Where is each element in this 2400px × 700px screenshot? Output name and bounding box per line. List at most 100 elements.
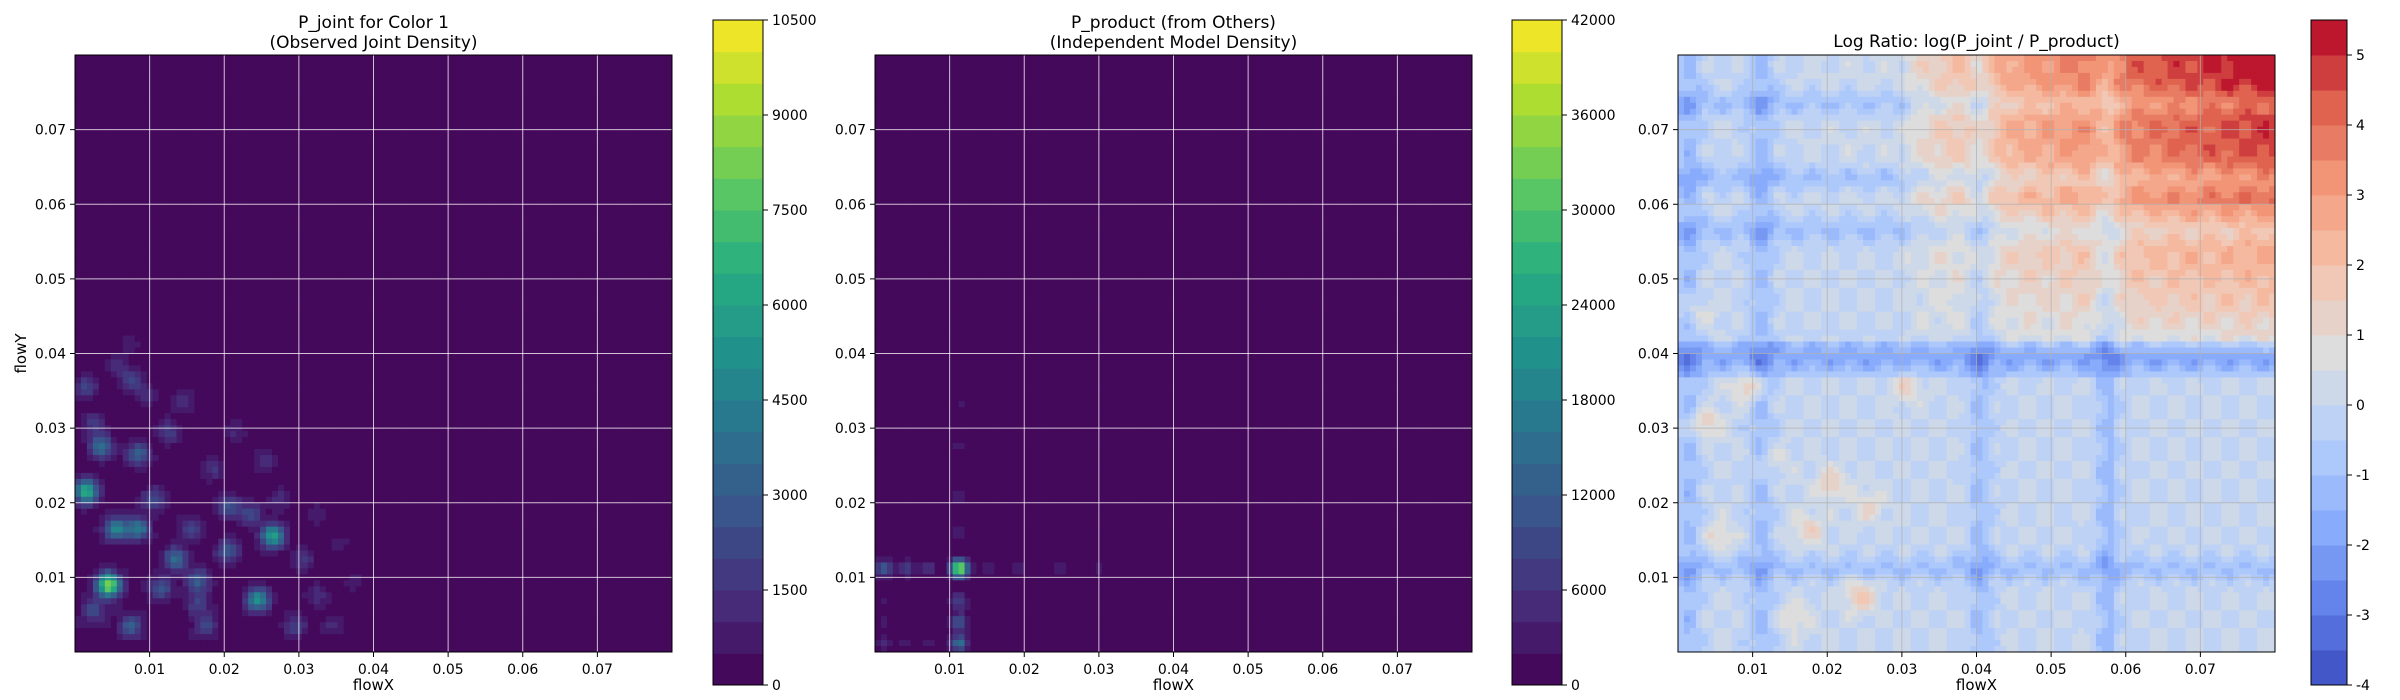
heatmap-cell — [319, 84, 327, 92]
heatmap-cell — [558, 78, 566, 86]
heatmap-cell — [194, 269, 201, 277]
heatmap-cell — [116, 168, 124, 175]
heatmap-cell — [486, 293, 494, 301]
heatmap-cell — [337, 168, 345, 175]
heatmap-cell — [170, 287, 178, 295]
heatmap-cell — [313, 335, 321, 343]
heatmap-cell — [116, 287, 124, 295]
heatmap-cell — [540, 96, 548, 104]
heatmap-cell — [176, 102, 184, 110]
heatmap-cell — [648, 299, 655, 307]
heatmap-cell — [116, 78, 124, 86]
heatmap-cell — [618, 317, 625, 325]
heatmap-cell — [75, 234, 82, 241]
heatmap-cell — [331, 252, 339, 259]
heatmap-cell — [289, 246, 297, 253]
heatmap-cell — [182, 138, 190, 146]
heatmap-cell — [343, 144, 351, 152]
heatmap-cell — [98, 269, 106, 277]
heatmap-cell — [355, 234, 363, 241]
heatmap-cell — [254, 150, 261, 158]
heatmap-cell — [612, 246, 619, 253]
heatmap-cell — [98, 102, 106, 110]
heatmap-cell — [230, 323, 237, 331]
heatmap-cell — [558, 287, 566, 295]
heatmap-cell — [200, 329, 207, 337]
heatmap-cell — [104, 287, 112, 295]
heatmap-cell — [272, 269, 279, 277]
heatmap-cell — [534, 156, 542, 164]
heatmap-cell — [606, 257, 613, 265]
heatmap-cell — [451, 341, 458, 349]
heatmap-cell — [516, 341, 524, 349]
heatmap-cell — [128, 78, 136, 86]
heatmap-cell — [463, 335, 470, 343]
heatmap-cell — [313, 347, 321, 355]
heatmap-cell — [534, 144, 542, 152]
heatmap-cell — [224, 120, 231, 128]
heatmap-cell — [260, 281, 267, 289]
heatmap-cell — [582, 347, 590, 355]
heatmap-cell — [224, 150, 231, 158]
heatmap-cell — [480, 204, 488, 211]
heatmap-cell — [283, 257, 291, 265]
heatmap-cell — [110, 281, 118, 289]
heatmap-cell — [486, 305, 494, 313]
heatmap-cell — [648, 156, 655, 164]
heatmap-cell — [307, 347, 315, 355]
heatmap-cell — [260, 263, 267, 271]
heatmap-cell — [498, 120, 506, 128]
heatmap-cell — [248, 222, 255, 229]
heatmap-cell — [313, 341, 321, 349]
heatmap-cell — [194, 263, 201, 271]
heatmap-cell — [451, 335, 458, 343]
heatmap-cell — [331, 299, 339, 307]
heatmap-cell — [212, 299, 219, 307]
heatmap-cell — [630, 150, 637, 158]
heatmap-cell — [343, 335, 351, 343]
heatmap-cell — [379, 60, 387, 68]
heatmap-cell — [618, 299, 625, 307]
heatmap-cell — [373, 55, 381, 62]
heatmap-cell — [182, 311, 190, 319]
heatmap-cell — [218, 228, 225, 235]
heatmap-cell — [385, 150, 393, 158]
heatmap-cell — [242, 329, 249, 337]
heatmap-cell — [516, 311, 524, 319]
heatmap-cell — [385, 246, 393, 253]
heatmap-cell — [510, 323, 518, 331]
heatmap-cell — [367, 60, 375, 68]
heatmap-cell — [343, 102, 351, 110]
heatmap-cell — [516, 138, 524, 146]
heatmap-cell — [391, 269, 398, 277]
heatmap-cell — [564, 114, 572, 122]
heatmap-cell — [218, 341, 225, 349]
heatmap-cell — [313, 96, 321, 104]
heatmap-cell — [612, 120, 619, 128]
heatmap-cell — [582, 90, 590, 98]
heatmap-cell — [349, 55, 357, 62]
heatmap-cell — [289, 114, 297, 122]
heatmap-cell — [266, 114, 273, 122]
heatmap-cell — [248, 257, 255, 265]
heatmap-cell — [128, 335, 136, 343]
heatmap-cell — [486, 240, 494, 247]
heatmap-cell — [570, 293, 578, 301]
heatmap-cell — [522, 347, 530, 355]
heatmap-cell — [224, 55, 231, 62]
heatmap-cell — [415, 317, 422, 325]
heatmap-cell — [301, 162, 309, 170]
heatmap-cell — [433, 108, 440, 116]
heatmap-cell — [558, 252, 566, 259]
heatmap-cell — [463, 269, 470, 277]
heatmap-cell — [660, 66, 667, 74]
heatmap-cell — [75, 287, 82, 295]
heatmap-cell — [86, 329, 94, 337]
heatmap-cell — [283, 96, 291, 104]
heatmap-cell — [373, 168, 381, 175]
heatmap-cell — [660, 132, 667, 140]
heatmap-cell — [230, 293, 237, 301]
heatmap-cell — [349, 293, 357, 301]
heatmap-cell — [134, 72, 142, 80]
heatmap-cell — [164, 162, 172, 170]
